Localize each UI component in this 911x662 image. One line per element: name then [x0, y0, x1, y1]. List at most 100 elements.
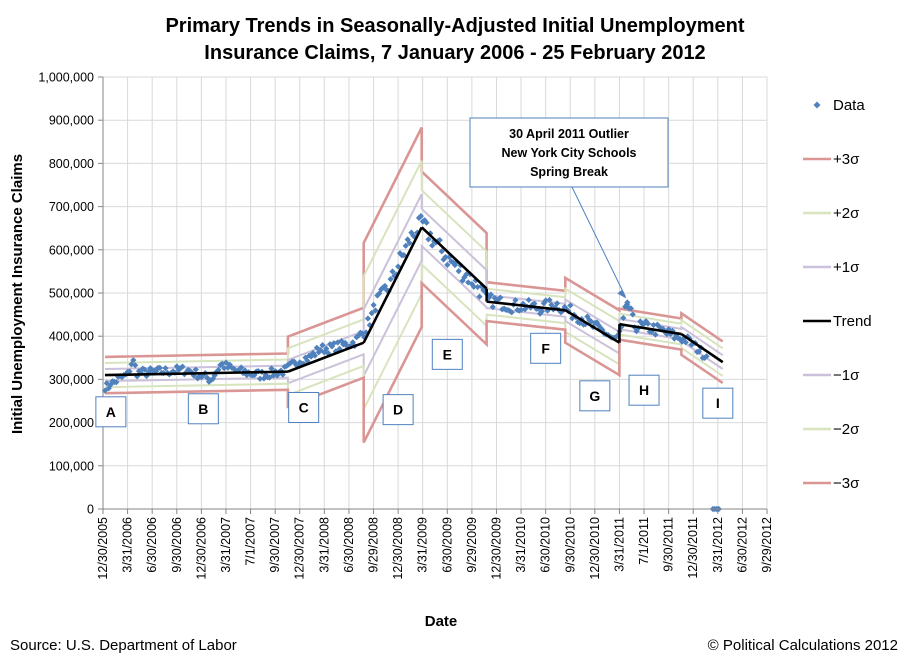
data-point [243, 371, 250, 379]
phase-label-text: A [106, 404, 116, 420]
trend-segment [564, 309, 621, 344]
y-tick-label: 600,000 [49, 243, 94, 257]
data-point [567, 302, 574, 309]
phase-label-box [187, 393, 219, 425]
data-point [438, 248, 445, 255]
data-point [480, 287, 487, 294]
x-tick-label: 3/31/2007 [219, 517, 233, 573]
data-point [222, 359, 230, 366]
phase-labels-layer: A B C D E F G H I [95, 332, 734, 428]
trend-segment [619, 322, 682, 336]
data-point [538, 308, 546, 315]
data-point [313, 344, 320, 351]
x-tick-label: 12/30/2007 [293, 517, 307, 580]
x-tick-label: 6/30/2008 [342, 517, 356, 573]
data-point [285, 361, 292, 368]
annotation-arrowhead [617, 289, 627, 299]
data-point [387, 275, 394, 283]
data-point [542, 297, 549, 304]
phase-label-box [288, 391, 320, 423]
legend-label: −3σ [833, 475, 860, 492]
data-point [395, 263, 402, 270]
data-point [175, 366, 182, 374]
phase-label-text: G [589, 388, 600, 404]
phase-label-d: D [382, 394, 414, 426]
phase-label-text: D [393, 402, 403, 418]
phase-label-box [431, 338, 463, 370]
data-point [461, 274, 468, 281]
data-point [323, 345, 330, 352]
legend-label: +3σ [833, 151, 860, 168]
data-point [359, 330, 366, 337]
legend-label: +1σ [833, 259, 860, 276]
data-point [652, 331, 659, 338]
data-point [330, 340, 337, 347]
x-tick-label: 9/30/2006 [170, 517, 184, 573]
data-point [688, 341, 695, 348]
legend-item-7: −3σ [803, 475, 860, 492]
data-point [406, 239, 413, 247]
x-tick-label: 6/30/2006 [145, 517, 159, 573]
annotation-leader-line [571, 186, 626, 297]
data-point [682, 339, 689, 346]
data-point [238, 364, 245, 371]
data-point [308, 353, 315, 360]
x-tick-label: 3/31/2012 [711, 517, 725, 573]
data-point [370, 301, 377, 309]
y-tick-label: 300,000 [49, 373, 94, 387]
data-point [291, 358, 298, 365]
legend-label: −1σ [833, 367, 860, 384]
data-point [372, 307, 379, 314]
x-tick-label: 3/31/2006 [121, 517, 135, 573]
phase-label-box [382, 394, 414, 426]
y-tick-label: 700,000 [49, 200, 94, 214]
data-point [446, 253, 453, 261]
data-point [332, 348, 339, 355]
data-point [463, 271, 470, 278]
data-point [678, 338, 686, 345]
data-point [614, 332, 621, 339]
data-point [347, 342, 354, 350]
data-point [141, 366, 148, 373]
data-point [455, 267, 462, 275]
data-point [113, 379, 120, 386]
data-point [667, 330, 674, 338]
trend-segment [420, 226, 488, 290]
data-point [656, 323, 663, 330]
axes-layer: 0 100,000 200,000 300,000 400,000 500,000 600,… [38, 71, 774, 580]
data-point [431, 238, 438, 245]
data-point [317, 347, 324, 354]
trend-segment [104, 370, 288, 377]
data-point [673, 332, 680, 339]
phase-label-text: H [639, 382, 649, 398]
phase-label-text: B [198, 401, 208, 417]
data-point [414, 229, 421, 236]
data-point [597, 324, 604, 332]
annotation-text-line: New York City Schools [502, 146, 637, 160]
x-tick-label: 12/30/2006 [194, 517, 208, 580]
chart-title-line-2: Insurance Claims, 7 January 2006 - 25 Fe… [204, 42, 705, 64]
data-point [402, 242, 409, 249]
chart-title-line-1: Primary Trends in Seasonally-Adjusted In… [165, 15, 744, 37]
data-point [442, 253, 449, 261]
x-tick-label: 3/31/2008 [317, 517, 331, 573]
data-point [423, 219, 430, 226]
data-point [506, 307, 513, 315]
data-point [501, 305, 508, 312]
y-tick-label: 800,000 [49, 157, 94, 171]
data-point [234, 367, 241, 375]
x-tick-label: 12/30/2008 [391, 517, 405, 580]
data-point [103, 380, 110, 387]
data-point [540, 300, 547, 307]
phase-label-h: H [628, 374, 660, 406]
phase-label-c: C [288, 391, 320, 423]
x-tick-label: 9/29/2009 [465, 517, 479, 573]
data-point [190, 372, 197, 379]
data-point [665, 326, 672, 333]
data-point [588, 318, 595, 325]
data-point [396, 250, 404, 257]
phase-label-box [530, 332, 562, 364]
data-point [536, 310, 544, 317]
phase-label-f: F [530, 332, 562, 364]
